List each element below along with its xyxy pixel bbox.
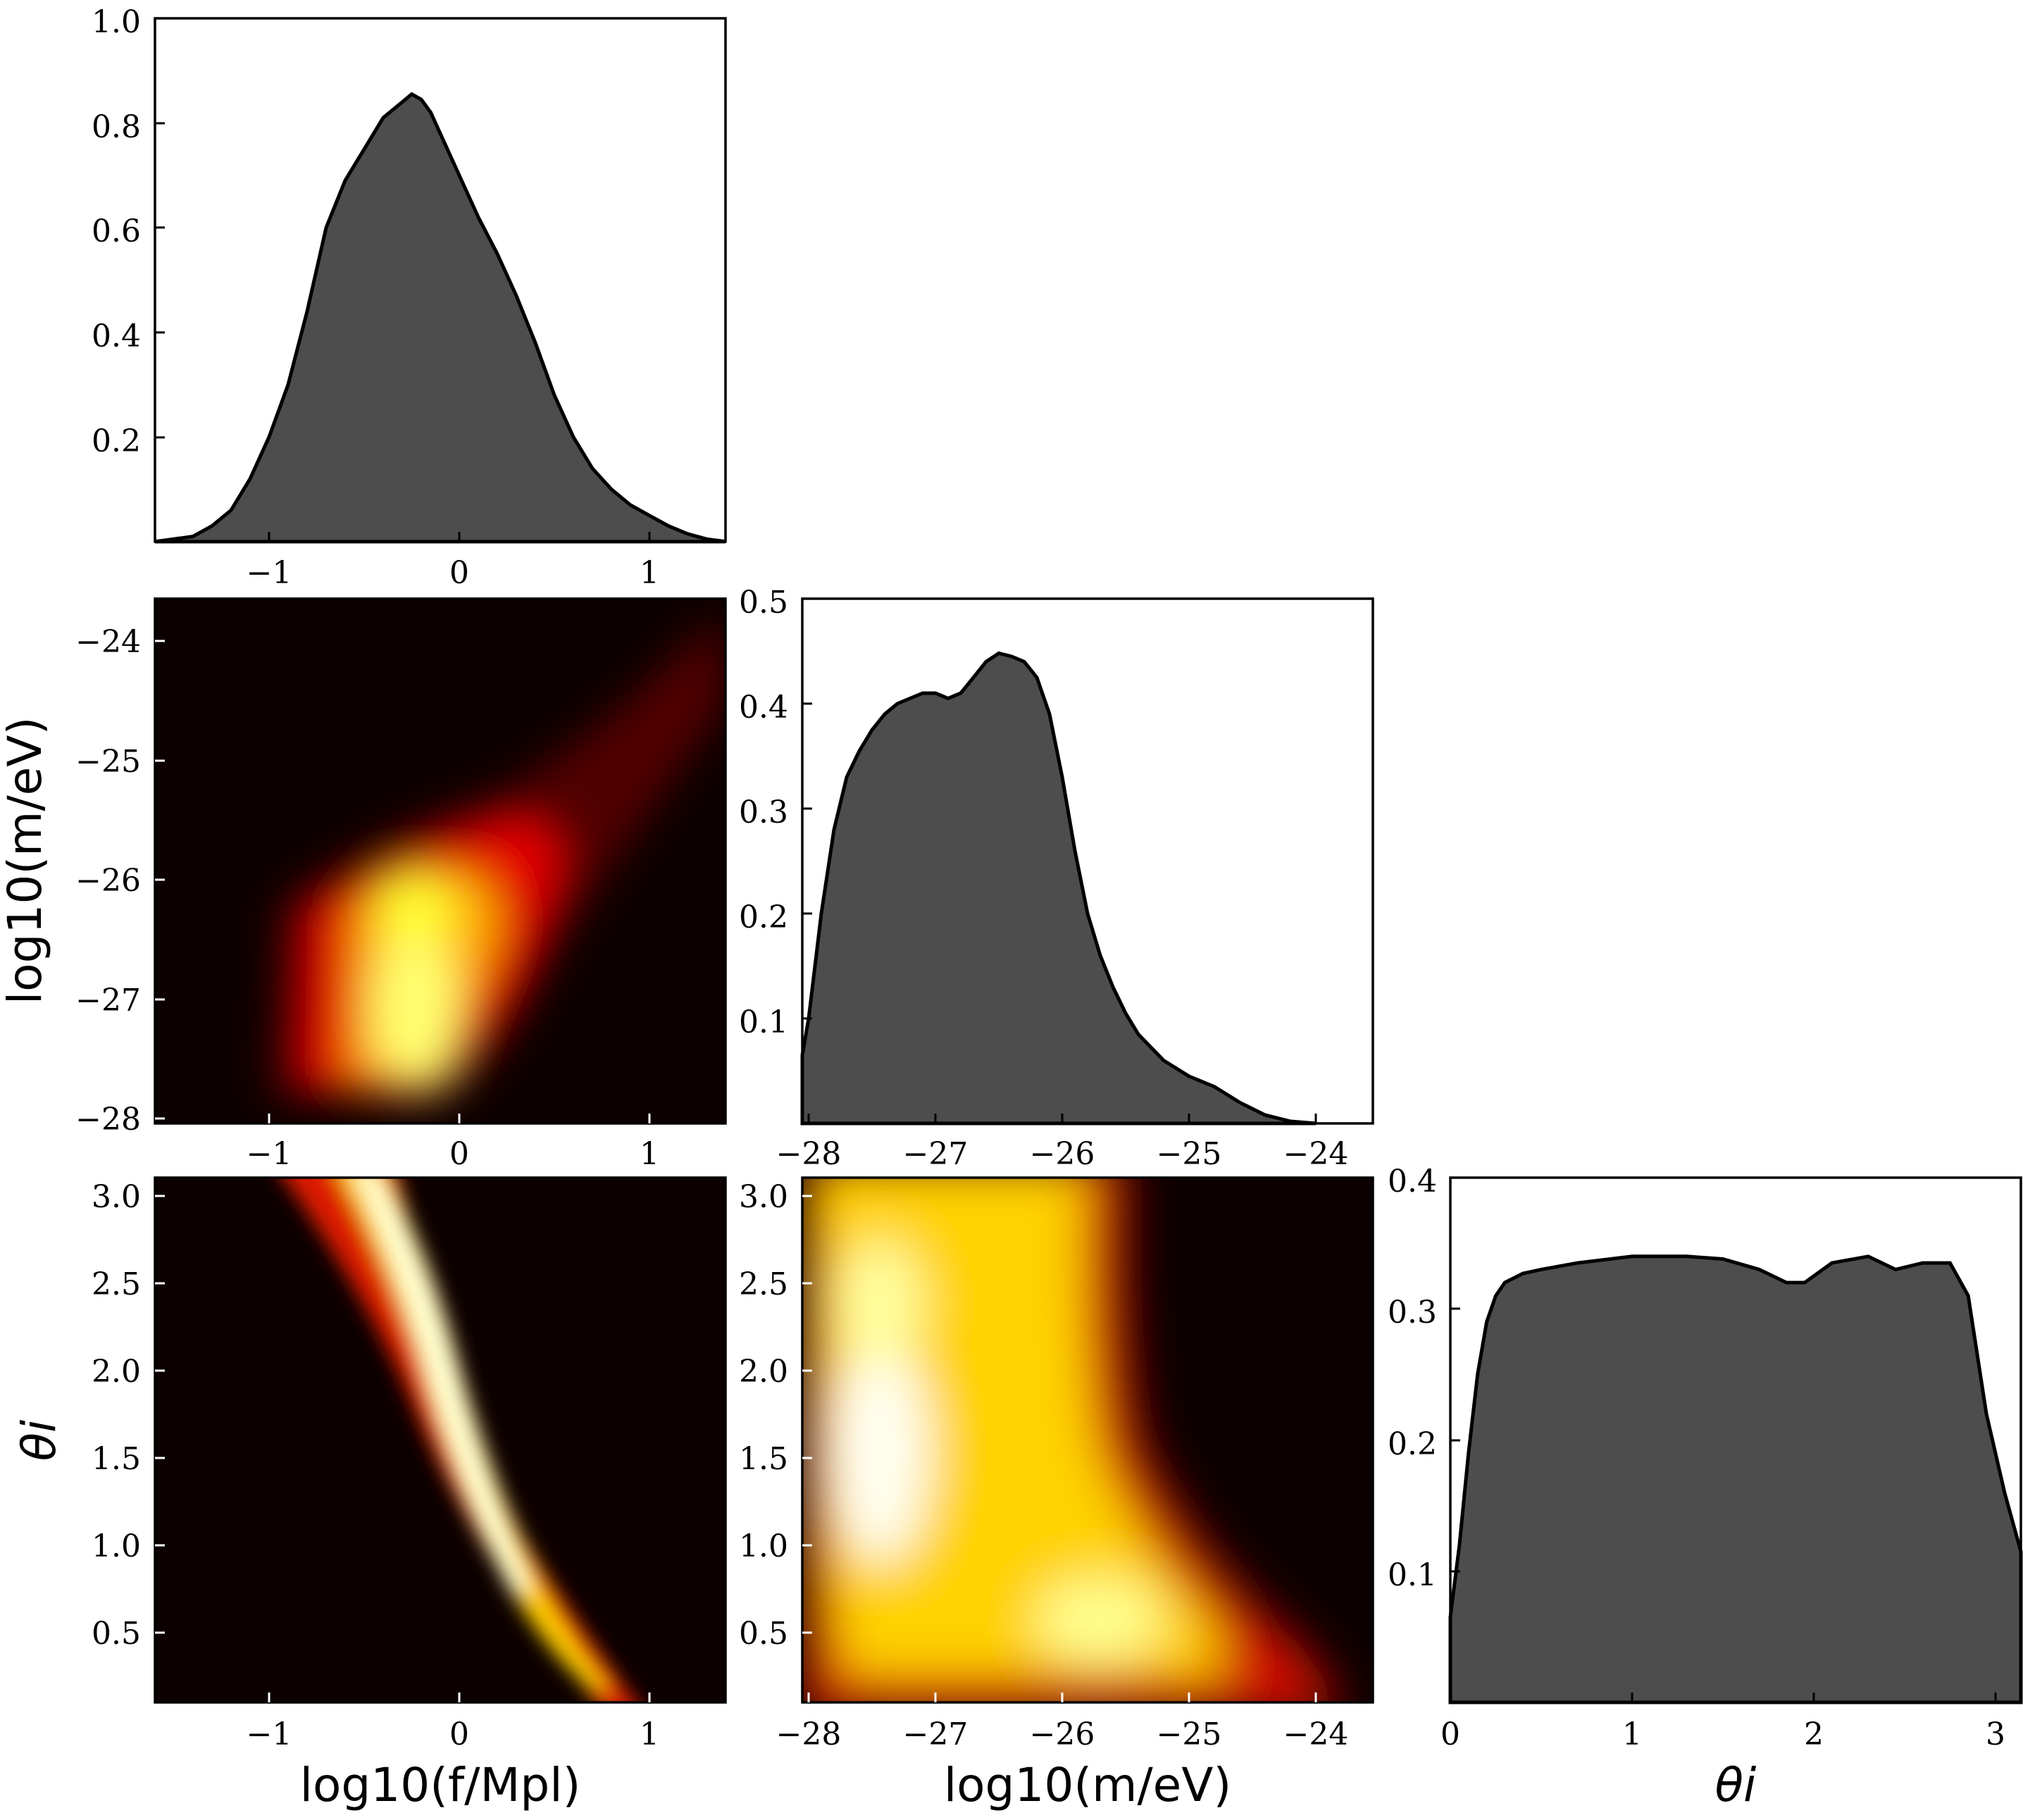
theta-marginal-area [1448, 1254, 2023, 1704]
f-theta-density-ytick-label: 0.5 [92, 1616, 141, 1652]
m-marginal-ytick-label: 0.1 [739, 1004, 788, 1040]
f-m-density-ytick-label: −24 [75, 624, 141, 660]
f-m-density-peak [373, 930, 458, 1085]
f-theta-density-frame [154, 1176, 727, 1704]
f-theta-density-ytick-label: 1.5 [92, 1441, 141, 1477]
theta-marginal-xtick-label: 1 [1622, 1716, 1642, 1752]
theta-marginal-xtick-label: 0 [1440, 1716, 1460, 1752]
f-theta-density-xlabel: log10(f/Mpl) [300, 1758, 581, 1812]
m-theta-density-xtick-label: −28 [776, 1716, 842, 1752]
f-theta-density-image [283, 1178, 636, 1702]
f-marginal-ytick-label: 1.0 [92, 4, 141, 40]
m-marginal-xtick-label: −24 [1283, 1136, 1349, 1172]
panel-f-marginal: −1 0 1 0.2 0.4 0.6 0.8 1.0 [92, 4, 727, 591]
f-m-density-frame [154, 597, 727, 1125]
m-theta-density-xtick-label: −27 [903, 1716, 969, 1752]
theta-marginal-ytick-label: 0.4 [1388, 1164, 1437, 1199]
m-theta-density-ytick-label: 0.5 [739, 1616, 788, 1652]
f-theta-density-ytick-label: 2.5 [92, 1266, 141, 1302]
m-marginal-ytick-label: 0.5 [739, 585, 788, 621]
m-theta-density-ytick-label: 3.0 [739, 1179, 788, 1215]
f-theta-density-ytick-label: 1.0 [92, 1528, 141, 1564]
m-theta-density-xtick-label: −25 [1157, 1716, 1222, 1752]
panel-m-theta-density: −28 −27 −26 −25 −24 0.5 1.0 1.5 2.0 2.5 … [739, 1176, 1374, 1812]
panel-f-theta-density: −1 0 1 0.5 1.0 1.5 2.0 2.5 3.0 log10(f/M… [12, 1176, 727, 1812]
f-m-density-xtick-label: 1 [640, 1136, 659, 1172]
m-marginal-xtick-label: −28 [776, 1136, 842, 1172]
m-marginal-frame [801, 597, 1374, 1125]
m-theta-density-peak [838, 1240, 923, 1366]
m-marginal-ticks [802, 597, 1317, 1123]
m-marginal-xtick-label: −26 [1030, 1136, 1095, 1172]
m-theta-density-image [802, 1178, 1336, 1702]
f-marginal-ytick-label: 0.8 [92, 109, 141, 145]
f-theta-density-ytick-label: 3.0 [92, 1179, 141, 1215]
f-m-density-ytick-label: −27 [75, 983, 141, 1018]
f-marginal-frame [154, 17, 727, 543]
f-theta-density-ylabel: θi [12, 1419, 66, 1461]
m-marginal-area [800, 651, 1316, 1126]
f-m-density-peak [377, 873, 454, 944]
m-theta-density-ytick-label: 2.0 [739, 1354, 788, 1390]
panel-f-m-density: −1 0 1 −28 −27 −26 −25 −24 log10(m/eV) [0, 597, 727, 1172]
m-marginal-xtick-label: −27 [903, 1136, 969, 1172]
f-theta-density-core [356, 1178, 532, 1592]
panel-m-marginal: −28 −27 −26 −25 −24 0.1 0.2 0.3 0.4 0.5 [739, 585, 1374, 1172]
m-theta-density-xtick-label: −26 [1030, 1716, 1095, 1752]
m-marginal-xtick-label: −25 [1157, 1136, 1222, 1172]
theta-marginal-ytick-label: 0.3 [1388, 1295, 1437, 1330]
f-marginal-xtick-label: 1 [640, 555, 659, 591]
f-theta-density-xtick-label: 1 [640, 1716, 659, 1752]
f-m-density-xtick-label: 0 [449, 1136, 469, 1172]
theta-marginal-xtick-label: 3 [1986, 1716, 2005, 1752]
m-theta-density-xtick-label: −24 [1283, 1716, 1349, 1752]
f-theta-density-ytick-label: 2.0 [92, 1354, 141, 1390]
theta-marginal-xlabel: θi [1715, 1758, 1757, 1812]
f-theta-density-xtick-label: 0 [449, 1716, 469, 1752]
panel-theta-marginal: 0 1 2 3 0.1 0.2 0.3 0.4 θi [1388, 1164, 2023, 1812]
m-theta-density-peak [1035, 1578, 1162, 1662]
f-m-density-ytick-label: −25 [75, 744, 141, 780]
m-marginal-ytick-label: 0.3 [739, 794, 788, 830]
theta-marginal-xtick-label: 2 [1804, 1716, 1824, 1752]
theta-marginal-ytick-label: 0.1 [1388, 1557, 1437, 1593]
f-m-density-image [271, 620, 726, 1099]
f-marginal-ytick-label: 0.6 [92, 213, 141, 249]
m-theta-density-ticks [802, 1195, 1317, 1702]
f-theta-density-ticks [155, 1195, 651, 1702]
m-marginal-ytick-label: 0.4 [739, 690, 788, 725]
m-marginal-ytick-label: 0.2 [739, 899, 788, 935]
m-theta-density-peak [831, 1338, 930, 1564]
theta-marginal-ticks [1449, 1176, 1997, 1702]
f-m-density-ticks [155, 640, 651, 1123]
m-theta-density-frame [801, 1176, 1374, 1704]
f-marginal-ytick-label: 0.4 [92, 318, 141, 354]
f-theta-density-xtick-label: −1 [247, 1716, 292, 1752]
m-theta-density-ytick-label: 2.5 [739, 1266, 788, 1302]
f-m-density-xtick-label: −1 [247, 1136, 292, 1172]
f-m-density-ytick-label: −26 [75, 863, 141, 899]
m-theta-density-xlabel: log10(m/eV) [944, 1758, 1231, 1812]
f-marginal-area [154, 92, 726, 544]
m-theta-density-ytick-label: 1.0 [739, 1528, 788, 1564]
f-marginal-xtick-label: −1 [247, 555, 292, 591]
f-marginal-ticks [155, 17, 651, 542]
f-m-density-ylabel: log10(m/eV) [0, 717, 52, 1004]
f-m-density-ytick-label: −28 [75, 1102, 141, 1138]
m-theta-density-ytick-label: 1.5 [739, 1441, 788, 1477]
f-marginal-ytick-label: 0.2 [92, 423, 141, 459]
f-marginal-xtick-label: 0 [449, 555, 469, 591]
theta-marginal-ytick-label: 0.2 [1388, 1426, 1437, 1462]
